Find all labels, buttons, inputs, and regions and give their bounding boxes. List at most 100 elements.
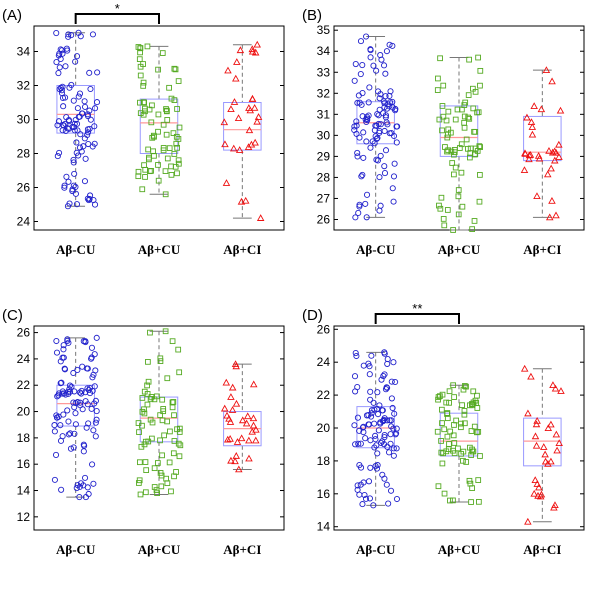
- data-point: [222, 179, 231, 186]
- data-point: [377, 152, 384, 159]
- data-point: [381, 170, 389, 177]
- data-point: [140, 79, 147, 86]
- data-point: [91, 105, 99, 112]
- significance-label: *: [115, 1, 120, 16]
- data-point: [166, 145, 173, 151]
- box-group: [220, 40, 265, 221]
- data-point: [444, 433, 451, 440]
- data-point: [356, 427, 363, 434]
- data-point: [85, 140, 92, 148]
- data-point: [374, 389, 381, 396]
- data-point: [387, 88, 394, 95]
- data-point: [142, 166, 149, 173]
- data-point: [351, 123, 358, 130]
- data-point: [65, 31, 72, 38]
- bracket-line: [74, 13, 160, 24]
- data-point: [224, 66, 232, 74]
- data-point: [386, 41, 393, 48]
- data-point: [376, 174, 383, 181]
- data-point: [75, 93, 82, 100]
- data-point: [58, 379, 65, 386]
- data-point: [375, 120, 382, 128]
- data-point: [461, 411, 468, 418]
- data-point: [390, 452, 397, 459]
- data-point: [238, 416, 247, 424]
- data-point: [78, 390, 85, 397]
- data-point: [64, 337, 71, 344]
- data-point: [461, 408, 468, 414]
- data-point: [81, 474, 89, 481]
- data-point: [468, 428, 475, 434]
- data-point: [144, 401, 151, 408]
- y-tick-label: 20: [17, 405, 31, 419]
- data-point: [231, 457, 239, 465]
- panel-1: (A) 24 26 28 30 32 34 Aβ-CU Aβ+CU Aβ+CI *: [2, 1, 285, 257]
- data-point: [382, 114, 389, 121]
- data-point: [80, 448, 87, 455]
- data-point: [377, 121, 384, 128]
- data-point: [470, 388, 477, 395]
- data-point: [233, 58, 241, 65]
- data-point: [520, 166, 529, 174]
- data-point: [81, 98, 88, 105]
- data-point: [85, 197, 92, 204]
- y-tick-label: 33: [317, 65, 331, 79]
- data-point: [555, 140, 563, 148]
- data-point: [475, 477, 482, 483]
- data-point: [383, 48, 390, 55]
- data-point: [533, 480, 542, 487]
- data-point: [83, 424, 90, 431]
- data-point: [177, 442, 184, 449]
- data-point: [84, 365, 91, 372]
- data-point: [69, 187, 76, 195]
- data-point: [367, 144, 374, 151]
- data-point: [137, 110, 144, 116]
- data-point: [463, 136, 470, 143]
- data-point: [557, 387, 565, 394]
- panel-label: (A): [2, 7, 22, 24]
- data-point: [387, 431, 394, 438]
- data-point: [84, 484, 91, 491]
- data-point: [542, 66, 551, 74]
- data-point: [92, 397, 99, 404]
- y-tick-label: 28: [317, 170, 331, 184]
- data-point: [93, 408, 100, 415]
- data-point: [438, 438, 444, 444]
- data-point: [523, 113, 531, 121]
- data-point: [541, 457, 550, 465]
- data-point: [56, 149, 63, 156]
- panel-label: (D): [302, 307, 323, 324]
- y-tick-label: 16: [17, 457, 31, 471]
- data-point: [140, 111, 147, 118]
- data-point: [353, 118, 360, 125]
- data-point: [72, 421, 79, 428]
- data-point: [136, 429, 142, 435]
- data-point: [157, 470, 164, 476]
- y-tick-label: 34: [317, 44, 331, 58]
- data-point: [450, 382, 457, 389]
- data-point: [444, 134, 451, 141]
- data-point: [84, 112, 92, 120]
- box-iqr: [139, 396, 179, 443]
- data-point: [167, 428, 173, 435]
- data-point: [373, 67, 380, 74]
- data-point: [466, 56, 472, 63]
- data-point: [437, 205, 444, 212]
- y-tick-label: 35: [317, 23, 331, 37]
- data-point: [440, 450, 447, 457]
- data-point: [244, 143, 253, 150]
- box-iqr: [139, 98, 179, 154]
- data-point: [59, 388, 66, 395]
- box-group: [520, 364, 565, 525]
- data-point: [459, 402, 465, 409]
- data-point: [147, 168, 153, 175]
- data-point: [237, 434, 246, 442]
- data-point: [553, 446, 561, 454]
- data-point: [356, 99, 363, 106]
- data-point: [439, 127, 445, 134]
- data-point: [74, 366, 81, 374]
- data-point: [384, 105, 391, 112]
- data-point: [362, 200, 369, 207]
- data-point: [380, 441, 388, 448]
- y-tick-label: 30: [17, 113, 31, 127]
